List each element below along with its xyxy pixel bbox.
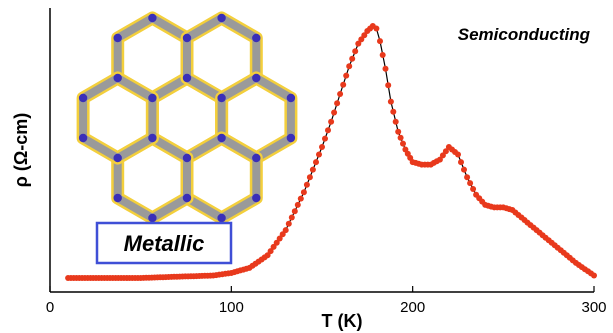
metal-node: [113, 193, 122, 203]
data-point: [322, 135, 328, 142]
framework-ring-core: [183, 134, 261, 222]
data-point: [319, 144, 325, 150]
data-point: [313, 159, 319, 166]
honeycomb-structure-inset: [76, 11, 298, 225]
data-point: [392, 118, 399, 125]
data-point: [309, 166, 316, 173]
data-point: [337, 91, 344, 97]
data-point: [355, 40, 362, 47]
data-point: [291, 208, 298, 215]
data-point: [276, 235, 283, 242]
data-point: [282, 227, 289, 234]
data-point: [279, 231, 286, 238]
metal-node: [217, 133, 226, 143]
metal-node: [217, 93, 226, 103]
x-ticks: 0 100 200 300: [46, 286, 607, 316]
data-point: [385, 82, 392, 89]
data-point: [285, 220, 292, 227]
metal-node: [252, 73, 261, 83]
data-point: [395, 128, 402, 135]
x-tick-label: 300: [581, 299, 606, 316]
metallic-annotation: Metallic: [124, 231, 205, 256]
data-point: [300, 189, 307, 196]
data-point: [458, 159, 464, 166]
metal-node: [182, 73, 192, 83]
metal-node: [113, 153, 122, 163]
metal-node: [113, 73, 122, 83]
data-point: [467, 180, 474, 187]
framework-ring-core: [79, 74, 157, 162]
data-point: [270, 243, 277, 250]
data-point: [455, 151, 461, 158]
data-point: [400, 140, 406, 147]
data-point: [591, 272, 597, 279]
data-point: [397, 134, 404, 141]
data-point: [436, 156, 443, 163]
data-point: [297, 195, 304, 202]
metal-node: [182, 33, 192, 43]
data-point: [288, 214, 295, 221]
data-point: [464, 174, 471, 181]
series-resistivity: [65, 23, 597, 281]
data-point: [294, 201, 301, 208]
data-point: [343, 72, 350, 79]
data-point: [387, 98, 394, 105]
metal-node: [78, 93, 88, 103]
data-point: [303, 181, 310, 188]
data-point: [306, 174, 313, 181]
metal-node: [148, 213, 157, 223]
x-tick-label: 200: [400, 299, 425, 316]
data-point: [373, 25, 380, 32]
data-point: [470, 186, 477, 192]
metal-node: [252, 153, 261, 163]
data-point: [442, 148, 449, 155]
semiconducting-annotation: Semiconducting: [458, 25, 591, 44]
metal-node: [78, 133, 88, 143]
metal-node: [148, 133, 157, 143]
metallic-annotation-box: [95, 221, 233, 265]
metal-node: [286, 133, 296, 143]
metal-node: [286, 93, 296, 103]
data-point: [461, 166, 467, 173]
data-point: [264, 252, 271, 259]
metal-node: [252, 193, 261, 203]
metal-node: [217, 13, 226, 23]
data-point: [361, 32, 368, 39]
metal-node: [113, 33, 122, 43]
data-point: [352, 48, 359, 55]
metal-node: [252, 33, 261, 43]
data-point: [267, 248, 274, 255]
data-point: [382, 65, 389, 72]
data-point: [390, 108, 397, 115]
data-point: [439, 152, 446, 159]
data-point: [358, 36, 365, 43]
metal-node: [182, 153, 192, 163]
data-point: [379, 52, 386, 58]
data-point: [334, 100, 341, 107]
metal-node: [217, 213, 226, 223]
x-tick-label: 100: [219, 299, 244, 316]
data-point: [273, 239, 280, 246]
metal-node: [182, 193, 192, 203]
data-point: [328, 118, 335, 125]
data-point: [331, 109, 338, 116]
data-point: [377, 38, 383, 45]
x-axis-title: T (K): [322, 311, 363, 331]
metal-node: [148, 93, 157, 103]
data-point: [349, 55, 356, 62]
metal-node: [148, 13, 157, 23]
data-point: [346, 63, 353, 70]
y-axis-title: ρ (Ω-cm): [11, 113, 31, 188]
data-point: [340, 81, 347, 88]
x-tick-label: 0: [46, 299, 54, 316]
data-point: [325, 127, 331, 134]
data-point: [316, 151, 322, 158]
